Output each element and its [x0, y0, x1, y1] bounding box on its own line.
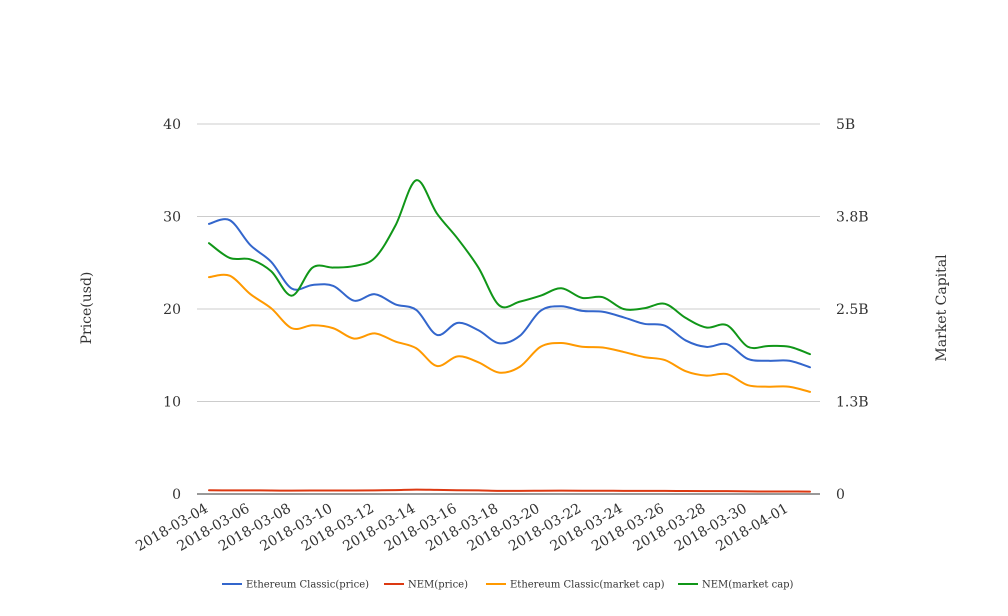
- x-axis-ticks: 2018-03-042018-03-062018-03-082018-03-10…: [133, 501, 791, 555]
- series-line-2: [208, 488, 811, 493]
- right-tick-label: 1.3B: [836, 395, 869, 411]
- right-tick-label: 2.5B: [836, 302, 869, 318]
- left-axis-ticks: 0 10 20 30 40: [163, 117, 181, 503]
- right-axis-title: Market Capital: [934, 254, 950, 362]
- right-tick-label: 0: [836, 487, 845, 503]
- right-tick-label: 5B: [836, 117, 855, 133]
- legend-label: Ethereum Classic(price): [246, 580, 369, 591]
- legend: Ethereum Classic(price) NEM(price) Ethereu…: [222, 580, 794, 591]
- right-tick-label: 3.8B: [836, 210, 869, 226]
- gridlines: [197, 123, 820, 495]
- left-tick-label: 10: [163, 395, 181, 411]
- left-tick-label: 0: [172, 487, 181, 503]
- left-axis-title: Price(usd): [79, 272, 95, 345]
- series-line-3: [208, 273, 811, 393]
- series-line-4: [208, 179, 811, 356]
- legend-label: NEM(price): [408, 580, 468, 591]
- series-lines: [208, 179, 811, 493]
- series-line-1: [208, 218, 811, 369]
- left-tick-label: 30: [163, 210, 181, 226]
- left-tick-label: 20: [163, 302, 181, 318]
- legend-label: NEM(market cap): [702, 580, 794, 591]
- left-tick-label: 40: [163, 117, 181, 133]
- legend-label: Ethereum Classic(market cap): [510, 580, 665, 591]
- right-axis-ticks: 0 1.3B 2.5B 3.8B 5B: [836, 117, 869, 503]
